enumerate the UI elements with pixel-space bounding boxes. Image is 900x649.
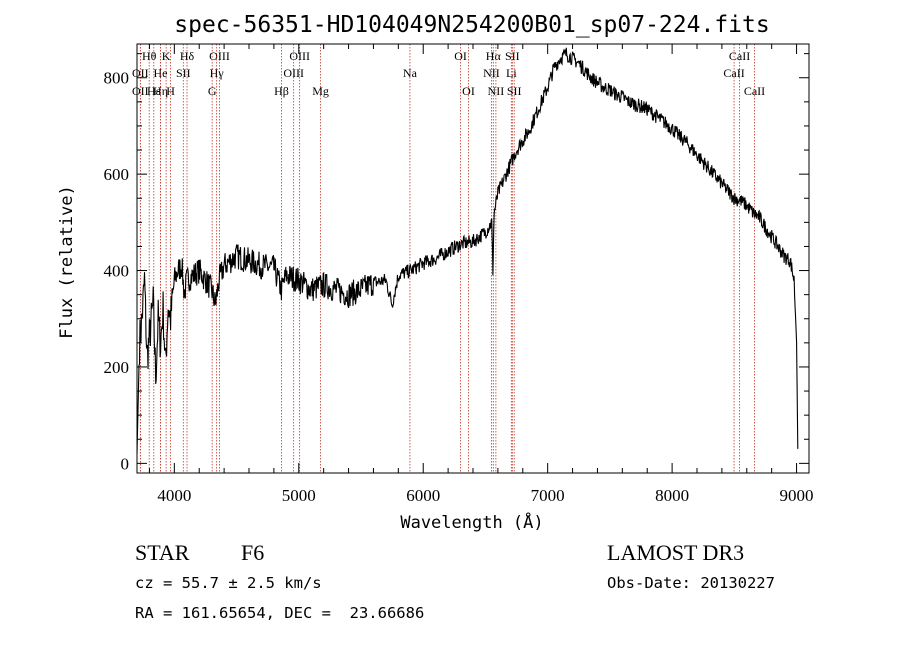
spectral-subclass: F6 [241, 540, 265, 565]
y-tick-label: 800 [104, 69, 130, 88]
y-tick-label: 400 [104, 262, 130, 281]
object-type: STAR [135, 540, 190, 565]
x-axis: 4000 5000 6000 7000 8000 9000 [148, 44, 814, 505]
line-label: Hε [147, 84, 161, 98]
line-label: Mg [312, 84, 329, 98]
line-label: He [154, 66, 168, 80]
line-label: SII [176, 66, 191, 80]
observation-date: Obs-Date: 20130227 [607, 574, 775, 592]
y-axis: 0 200 400 600 800 [104, 53, 809, 473]
line-label: NII [483, 66, 500, 80]
line-label: K [162, 49, 171, 63]
x-tick-label: 4000 [157, 486, 191, 505]
line-label: CaII [723, 66, 744, 80]
line-label: CaII [729, 49, 750, 63]
coordinates: RA = 161.65654, DEC = 23.66686 [135, 604, 425, 622]
x-tick-label: 5000 [282, 486, 316, 505]
x-tick-label: 9000 [780, 486, 814, 505]
line-label: OII [132, 84, 149, 98]
line-label: SII [505, 49, 520, 63]
line-label: Hδ [180, 49, 195, 63]
x-tick-label: 8000 [655, 486, 689, 505]
x-tick-label: 6000 [406, 486, 440, 505]
line-label: Hθ [142, 49, 157, 63]
line-label: OII [132, 66, 149, 80]
y-tick-label: 200 [104, 358, 130, 377]
line-label: Na [403, 66, 418, 80]
line-label: SII [507, 84, 522, 98]
line-label: CaII [744, 84, 765, 98]
line-label: Hα [486, 49, 502, 63]
x-axis-label: Wavelength (Å) [400, 511, 543, 533]
line-label: Hβ [274, 84, 289, 98]
x-tick-label: 7000 [531, 486, 565, 505]
chart-title: spec-56351-HD104049N254200B01_sp07-224.f… [174, 12, 769, 38]
line-label: OIII [289, 49, 310, 63]
y-tick-label: 600 [104, 165, 130, 184]
line-label: Hγ [210, 66, 225, 80]
line-label: Hη [153, 84, 168, 98]
line-label: OIII [209, 49, 230, 63]
survey-name: LAMOST DR3 [607, 540, 745, 565]
line-label: G [208, 84, 217, 98]
y-axis-label: Flux (relative) [57, 185, 77, 339]
line-label: H [166, 84, 175, 98]
flux-series [136, 47, 799, 454]
line-label: Li [506, 66, 517, 80]
line-label: OIII [283, 66, 304, 80]
line-label: OI [454, 49, 467, 63]
y-tick-label: 0 [121, 454, 130, 473]
line-label: OI [462, 84, 475, 98]
line-label: NII [488, 84, 505, 98]
redshift-velocity: cz = 55.7 ± 2.5 km/s [135, 574, 322, 592]
